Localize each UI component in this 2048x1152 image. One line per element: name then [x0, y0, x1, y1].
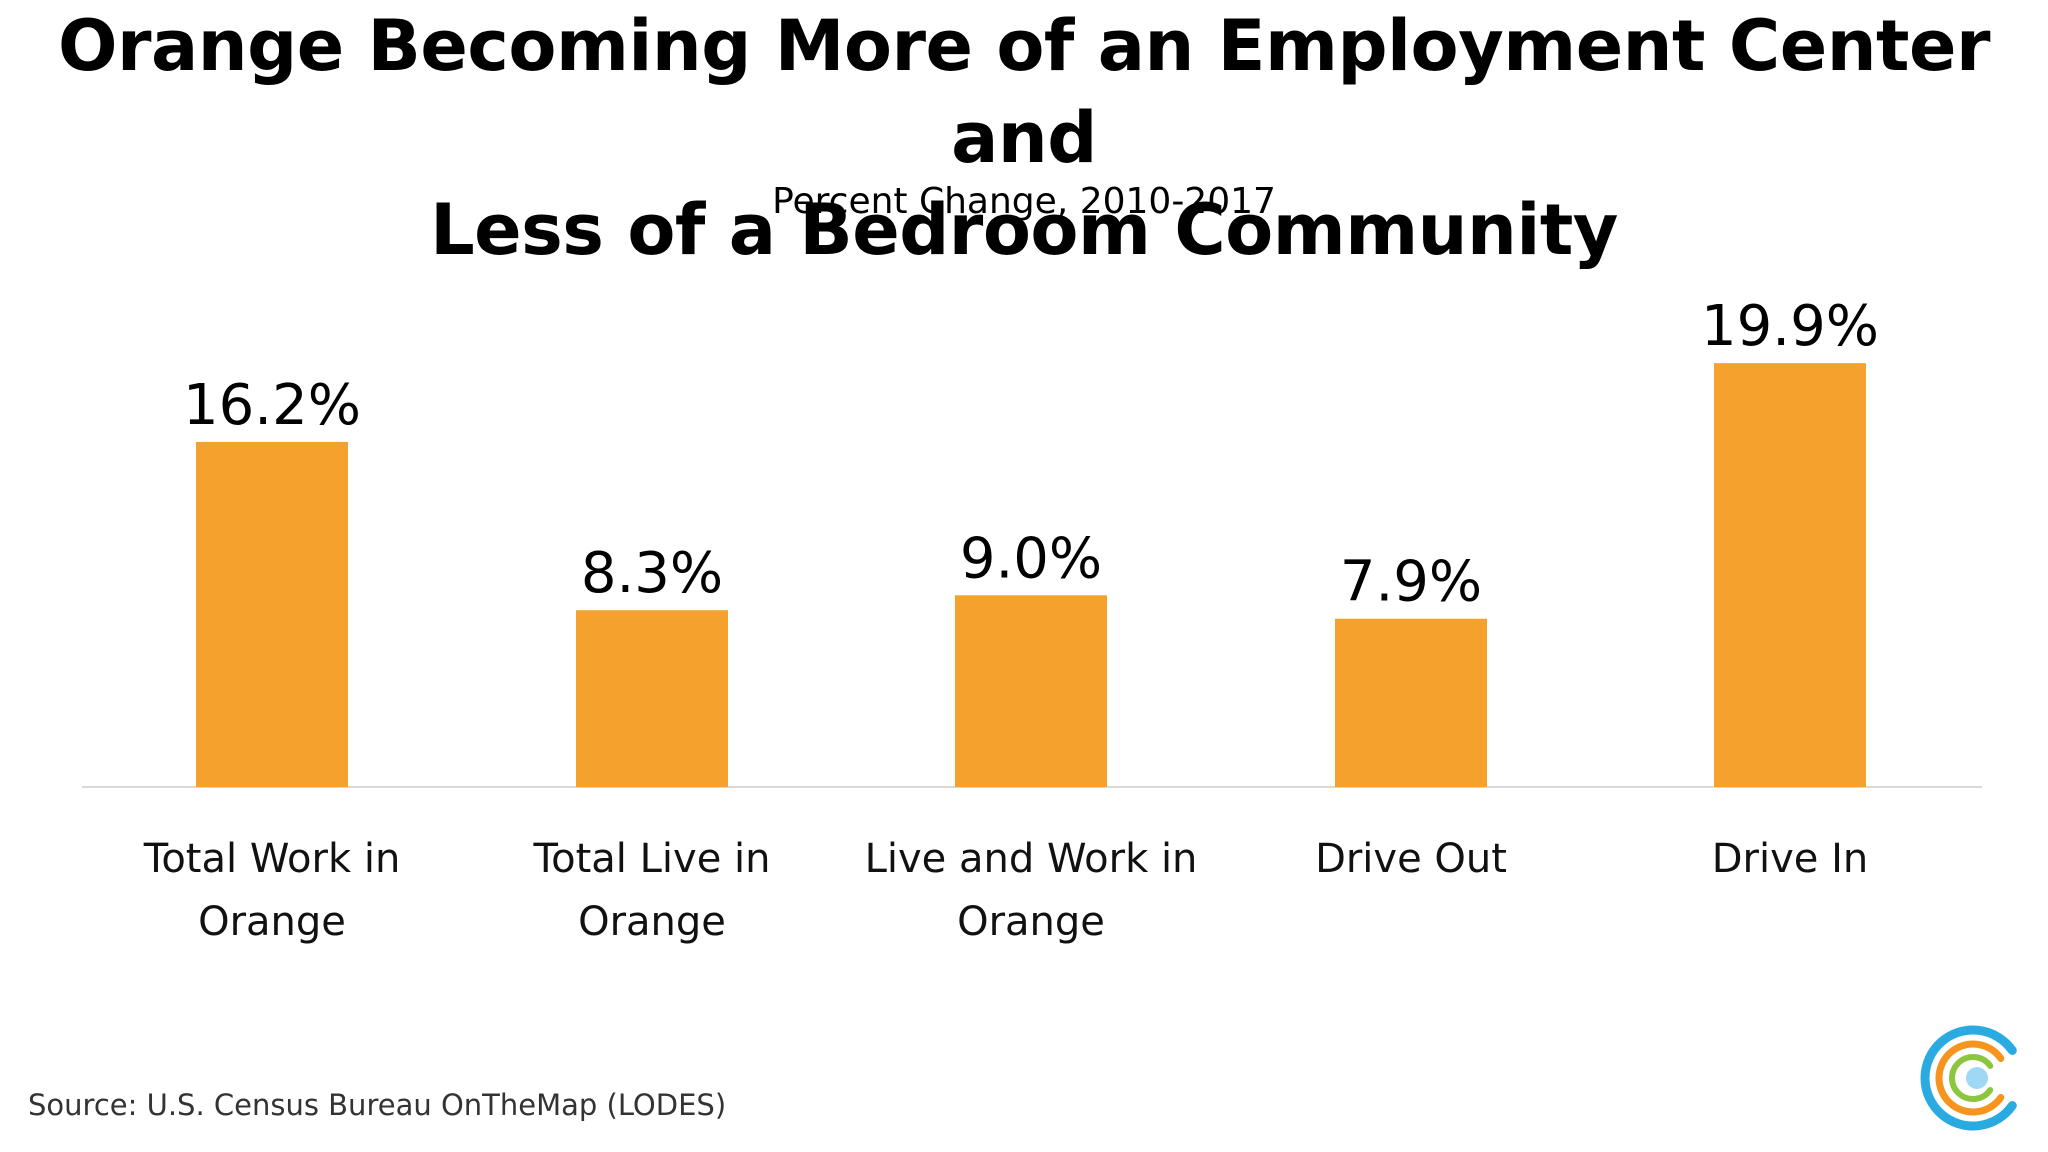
data-label-4: 19.9% — [1701, 294, 1879, 359]
bar-0 — [196, 441, 348, 787]
category-label-1-line-0: Total Live in — [533, 836, 771, 882]
data-label-2: 9.0% — [960, 526, 1102, 591]
category-label-0-line-0: Total Work in — [143, 836, 401, 882]
category-label-3-line-0: Drive Out — [1315, 836, 1507, 882]
data-label-0: 16.2% — [183, 373, 361, 438]
logo-outer-ring — [1920, 1025, 2017, 1131]
logo-inner-ring — [1949, 1054, 1994, 1102]
category-label-3: Drive Out — [1315, 836, 1507, 882]
category-label-4-line-0: Drive In — [1712, 836, 1869, 882]
concentric-c-logo-icon — [1920, 1025, 2017, 1131]
chart-title: Orange Becoming More of an Employment Ce… — [0, 0, 2048, 276]
chart-subtitle: Percent Change, 2010-2017 — [772, 181, 1276, 222]
logo-center-dot — [1966, 1067, 1988, 1089]
category-label-0-line-1: Orange — [198, 899, 346, 945]
category-label-4: Drive In — [1712, 836, 1869, 882]
bar-3 — [1335, 618, 1487, 787]
data-label-1: 8.3% — [581, 541, 723, 606]
category-label-0: Total Work in Orange — [143, 836, 401, 945]
chart-title-line-2: Less of a Bedroom Community — [430, 189, 1618, 271]
data-label-3: 7.9% — [1340, 550, 1482, 615]
category-label-1: Total Live in Orange — [533, 836, 771, 945]
category-label-2-line-1: Orange — [957, 899, 1105, 945]
category-label-2-line-0: Live and Work in — [865, 836, 1198, 882]
bar-4 — [1714, 363, 1866, 787]
category-label-1-line-1: Orange — [578, 899, 726, 945]
chart-title-line-1: Orange Becoming More of an Employment Ce… — [58, 5, 1990, 179]
bar-2 — [955, 595, 1107, 787]
bar-1 — [576, 610, 728, 787]
source-note: Source: U.S. Census Bureau OnTheMap (LOD… — [28, 1088, 727, 1122]
logo-middle-ring — [1935, 1040, 2005, 1116]
category-label-2: Live and Work in Orange — [865, 836, 1198, 945]
